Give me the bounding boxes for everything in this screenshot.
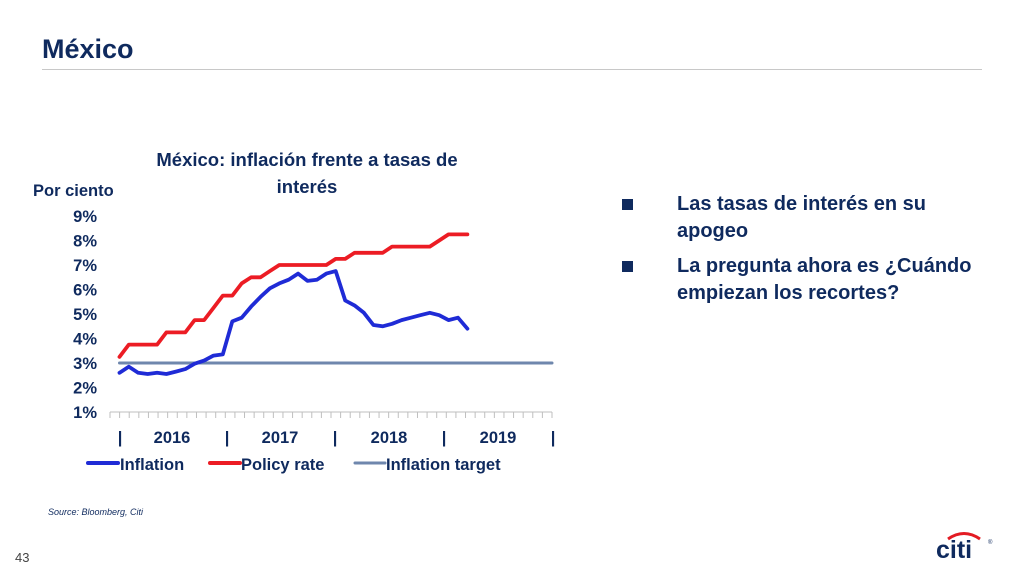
x-axis-label: 2018 [371,429,408,447]
x-axis-label: | [225,429,230,447]
x-axis-label: 2016 [154,429,191,447]
y-tick-label: 4% [73,331,97,349]
chart-title-line-1: México: inflación frente a tasas de [156,149,457,170]
bullet-item: Las tasas de interés en su apogeo [622,191,982,245]
bullet-text: Las tasas de interés en su apogeo [677,193,927,242]
bullet-item: La pregunta ahora es ¿Cuándo empiezan lo… [622,253,982,307]
policy-rate-series-line [117,232,470,359]
y-axis-unit-label: Por ciento [33,182,114,200]
x-axis-label: 2019 [480,429,517,447]
axis-layer: 9% 8% 7% 6% 5% 4% 3% 2% 1% | 2016 | 2017 | 2018 | 2019 | [73,208,555,447]
slide-title: México [42,34,134,64]
square-bullet-icon [622,199,633,210]
chart-legend: Inflation Policy rate Inflation target [86,456,501,474]
title-divider [42,69,982,70]
legend-label: Inflation [120,456,184,474]
x-axis-label: | [551,429,556,447]
y-tick-label: 3% [73,355,97,373]
y-tick-label: 1% [73,404,97,422]
y-tick-label: 6% [73,282,97,300]
logo-text: citi [936,536,972,560]
x-axis-label: | [333,429,338,447]
y-tick-label: 5% [73,306,97,324]
bullet-text: La pregunta ahora es ¿Cuándo empiezan lo… [677,255,972,304]
y-tick-label: 9% [73,208,97,226]
citi-logo-icon: citi ® [936,532,993,560]
inflation-series-line [117,269,470,376]
x-axis-label: | [442,429,447,447]
chart-title-line-2: interés [277,176,338,197]
source-note: Source: Bloomberg, Citi [48,507,144,517]
registered-mark: ® [988,539,993,546]
page-number: 43 [15,550,30,565]
legend-label: Inflation target [386,456,501,474]
y-tick-label: 8% [73,233,97,251]
bullet-list: Las tasas de interés en su apogeo La pre… [622,191,982,315]
logo-arc [947,532,981,541]
y-tick-label: 7% [73,257,97,275]
x-axis-label: 2017 [262,429,299,447]
legend-label: Policy rate [241,456,324,474]
y-tick-label: 2% [73,380,97,398]
square-bullet-icon [622,261,633,272]
series-layer [117,232,554,376]
x-axis-label: | [118,429,123,447]
